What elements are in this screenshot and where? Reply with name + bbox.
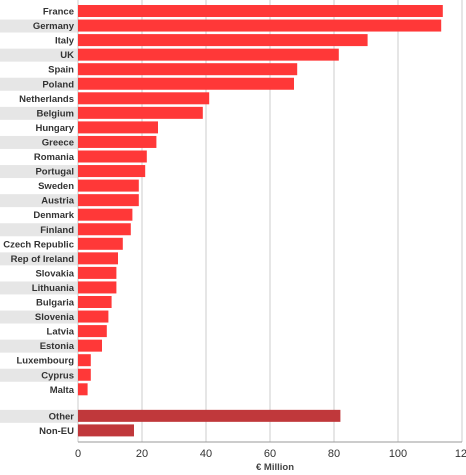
label-band bbox=[0, 281, 78, 295]
category-label: Lithuania bbox=[32, 283, 75, 294]
x-tick-label: 20 bbox=[136, 448, 148, 460]
category-label: Cyprus bbox=[41, 370, 74, 381]
bar-germany bbox=[78, 19, 442, 32]
x-tick-label: 120 bbox=[455, 448, 466, 460]
x-tick-label: 60 bbox=[264, 448, 276, 460]
category-label: Belgium bbox=[37, 108, 74, 119]
label-band bbox=[0, 252, 78, 266]
category-label: Finland bbox=[40, 225, 74, 236]
bar-czech-republic bbox=[78, 237, 123, 250]
category-label: Rep of Ireland bbox=[11, 254, 75, 265]
bar-denmark bbox=[78, 208, 133, 221]
label-band bbox=[0, 135, 78, 149]
category-label: Latvia bbox=[47, 327, 75, 338]
label-band bbox=[0, 194, 78, 208]
category-labels: France Germany Italy UK Spain Poland Netherlan… bbox=[3, 7, 74, 437]
bar-france bbox=[78, 5, 443, 17]
category-label: Denmark bbox=[33, 210, 74, 221]
bar-lithuania bbox=[78, 281, 117, 294]
bar-slovenia bbox=[78, 310, 109, 323]
bar-netherlands bbox=[78, 92, 210, 105]
bar-slovakia bbox=[78, 266, 117, 279]
category-label: Portugal bbox=[35, 167, 74, 178]
bar-poland bbox=[78, 77, 294, 90]
bar-non-eu bbox=[78, 424, 134, 437]
category-label: Non-EU bbox=[39, 426, 74, 437]
category-label: Slovakia bbox=[35, 268, 74, 279]
category-label: Netherlands bbox=[19, 94, 74, 105]
category-label: Hungary bbox=[35, 123, 74, 134]
label-band bbox=[0, 339, 78, 353]
bar-austria bbox=[78, 194, 139, 207]
category-label: Other bbox=[49, 411, 75, 422]
bar-portugal bbox=[78, 165, 146, 178]
bar-cyprus bbox=[78, 368, 91, 381]
bar-uk bbox=[78, 48, 339, 61]
label-band bbox=[0, 409, 78, 423]
label-band bbox=[0, 368, 78, 382]
category-label: Luxembourg bbox=[16, 356, 74, 367]
bar-estonia bbox=[78, 339, 102, 352]
category-label: Slovenia bbox=[35, 312, 75, 323]
bar-other bbox=[78, 409, 341, 422]
category-label: Estonia bbox=[40, 341, 75, 352]
label-band bbox=[0, 223, 78, 237]
category-label: Spain bbox=[48, 65, 74, 76]
category-label: Germany bbox=[33, 21, 75, 32]
bars bbox=[78, 5, 443, 437]
x-tick-label: 100 bbox=[389, 448, 407, 460]
label-bands bbox=[0, 19, 78, 423]
bar-hungary bbox=[78, 121, 158, 134]
label-band bbox=[0, 48, 78, 62]
category-label: France bbox=[43, 7, 74, 18]
bar-sweden bbox=[78, 179, 139, 192]
bar-latvia bbox=[78, 325, 107, 338]
x-tick-label: 40 bbox=[200, 448, 212, 460]
bar-italy bbox=[78, 34, 368, 47]
category-label: Sweden bbox=[38, 181, 74, 192]
bar-luxembourg bbox=[78, 354, 91, 367]
bar-finland bbox=[78, 223, 131, 236]
bar-greece bbox=[78, 135, 157, 148]
bar-spain bbox=[78, 63, 298, 76]
bar-malta bbox=[78, 383, 88, 396]
category-label: Czech Republic bbox=[3, 239, 74, 250]
category-label: Malta bbox=[50, 385, 75, 396]
label-band bbox=[0, 310, 78, 324]
bar-rep-of-ireland bbox=[78, 252, 118, 265]
category-label: Italy bbox=[55, 36, 75, 47]
x-tick-label: 0 bbox=[75, 448, 81, 460]
x-axis-title: € Million bbox=[256, 462, 294, 473]
bar-bulgaria bbox=[78, 296, 112, 308]
label-band bbox=[0, 165, 78, 179]
x-tick-labels: 0 20 40 60 80 100 120 bbox=[75, 448, 466, 460]
category-label: Romania bbox=[34, 152, 75, 163]
category-label: UK bbox=[60, 50, 74, 61]
bar-belgium bbox=[78, 106, 203, 119]
label-band bbox=[0, 77, 78, 91]
category-label: Bulgaria bbox=[36, 298, 75, 309]
x-tick-label: 80 bbox=[328, 448, 340, 460]
label-band bbox=[0, 106, 78, 120]
label-band bbox=[0, 19, 78, 33]
category-label: Poland bbox=[42, 79, 74, 90]
category-label: Austria bbox=[41, 196, 74, 207]
bar-romania bbox=[78, 150, 147, 163]
category-label: Greece bbox=[42, 137, 74, 148]
